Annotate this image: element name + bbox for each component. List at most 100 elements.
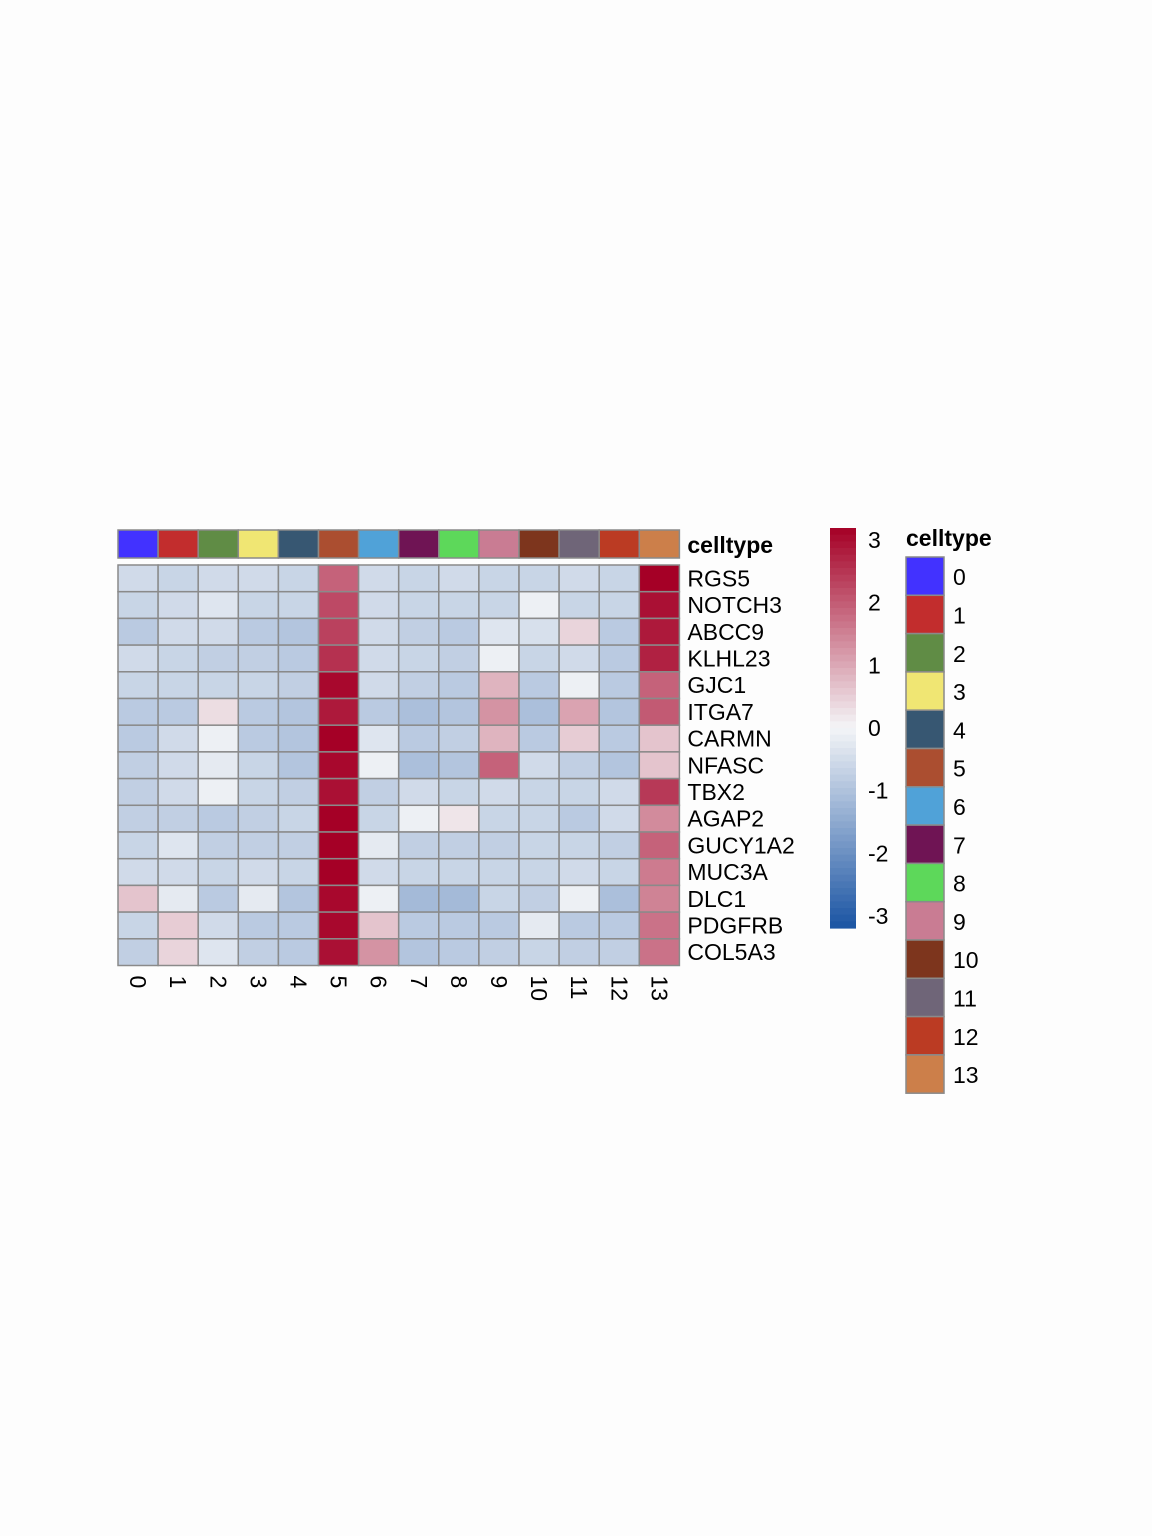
heatmap-cell — [478, 884, 520, 913]
gene-label: GUCY1A2 — [687, 832, 794, 858]
heatmap-cell — [598, 884, 641, 913]
color-scale-step — [830, 748, 856, 756]
annotation-cell-4 — [277, 529, 320, 559]
cluster-label: 3 — [245, 976, 271, 989]
legend-swatch-7 — [905, 824, 945, 865]
heatmap-cell — [157, 938, 199, 967]
heatmap-cell — [558, 804, 600, 833]
annotation-cell-13 — [638, 529, 681, 559]
celltype-legend-title: celltype — [906, 525, 992, 551]
heatmap-cell — [157, 617, 199, 646]
heatmap-cell — [317, 671, 360, 700]
heatmap-cell — [518, 697, 560, 726]
heatmap-cell — [197, 831, 240, 860]
heatmap-cell — [478, 751, 520, 780]
heatmap-cell — [397, 857, 440, 887]
heatmap-cell — [317, 644, 360, 673]
heatmap-cell — [598, 590, 641, 620]
gene-label: ITGA7 — [687, 699, 753, 725]
annotation-cell-5 — [317, 529, 360, 559]
heatmap-cell — [638, 617, 681, 646]
heatmap-cell — [277, 857, 320, 887]
heatmap-cell — [237, 884, 280, 913]
color-scale-step — [830, 614, 856, 622]
color-scale-step — [830, 661, 856, 669]
color-scale-step — [830, 914, 856, 922]
color-scale-step — [830, 908, 856, 916]
heatmap-cell — [317, 590, 360, 620]
heatmap-cell — [117, 884, 159, 913]
heatmap-cell — [357, 617, 400, 646]
heatmap-cell — [518, 590, 560, 620]
heatmap-cell — [558, 697, 600, 726]
heatmap-cell — [438, 751, 480, 780]
annotation-cell-1 — [157, 529, 199, 559]
heatmap-cell — [357, 831, 400, 860]
legend-swatch-8 — [905, 862, 945, 903]
heatmap-cell — [157, 831, 199, 860]
heatmap-cell — [478, 617, 520, 646]
heatmap-cell — [357, 857, 400, 887]
legend-swatch-12 — [905, 1015, 945, 1056]
color-scale-step — [830, 668, 856, 676]
heatmap-cell — [117, 644, 159, 673]
heatmap-cell — [197, 590, 240, 620]
heatmap-cell — [317, 911, 360, 940]
legend-label: 0 — [953, 564, 966, 590]
color-scale-step — [830, 721, 856, 729]
heatmap-cell — [197, 884, 240, 913]
heatmap-cell — [357, 697, 400, 726]
color-scale-bar — [830, 528, 856, 929]
cluster-label: 11 — [566, 976, 592, 1000]
heatmap-cell — [438, 831, 480, 860]
heatmap-cell — [277, 751, 320, 780]
legend-label: 4 — [953, 717, 966, 743]
legend-label: 12 — [953, 1024, 979, 1050]
heatmap-cell — [478, 724, 520, 753]
heatmap-cell — [558, 751, 600, 780]
color-scale-step — [830, 901, 856, 909]
heatmap-cell — [558, 831, 600, 860]
color-scale-step — [830, 714, 856, 722]
annotation-cell-8 — [438, 529, 480, 559]
heatmap-cell — [157, 644, 199, 673]
heatmap-cell — [117, 564, 159, 593]
heatmap-cell — [478, 938, 520, 967]
heatmap-cell — [397, 671, 440, 700]
heatmap-cell — [638, 884, 681, 913]
heatmap-cell — [117, 590, 159, 620]
color-scale-step — [830, 561, 856, 569]
heatmap-cell — [638, 644, 681, 673]
heatmap-cell — [598, 564, 641, 593]
heatmap-cell — [397, 590, 440, 620]
color-scale-step — [830, 528, 856, 536]
color-scale-step — [830, 634, 856, 642]
heatmap-cell — [197, 671, 240, 700]
heatmap-cell — [237, 911, 280, 940]
heatmap-cell — [237, 857, 280, 887]
heatmap-cell — [397, 911, 440, 940]
legend-label: 13 — [953, 1062, 979, 1088]
color-scale-step — [830, 621, 856, 629]
heatmap-cell — [558, 724, 600, 753]
annotation-cell-0 — [117, 529, 159, 559]
heatmap-cell — [638, 911, 681, 940]
heatmap-cell — [157, 804, 199, 833]
heatmap-cell — [438, 724, 480, 753]
heatmap-cell — [598, 724, 641, 753]
color-scale-step — [830, 554, 856, 562]
gene-label: DLC1 — [687, 886, 746, 912]
heatmap-cell — [157, 751, 199, 780]
color-scale-step — [830, 581, 856, 589]
heatmap-cell — [157, 590, 199, 620]
heatmap-cell — [157, 564, 199, 593]
heatmap-cell — [518, 671, 560, 700]
color-scale-step — [830, 641, 856, 649]
heatmap-cell — [157, 724, 199, 753]
color-scale-step — [830, 854, 856, 862]
heatmap-cell — [117, 911, 159, 940]
heatmap-cell — [277, 617, 320, 646]
color-scale-step — [830, 841, 856, 849]
color-scale-step — [830, 728, 856, 736]
